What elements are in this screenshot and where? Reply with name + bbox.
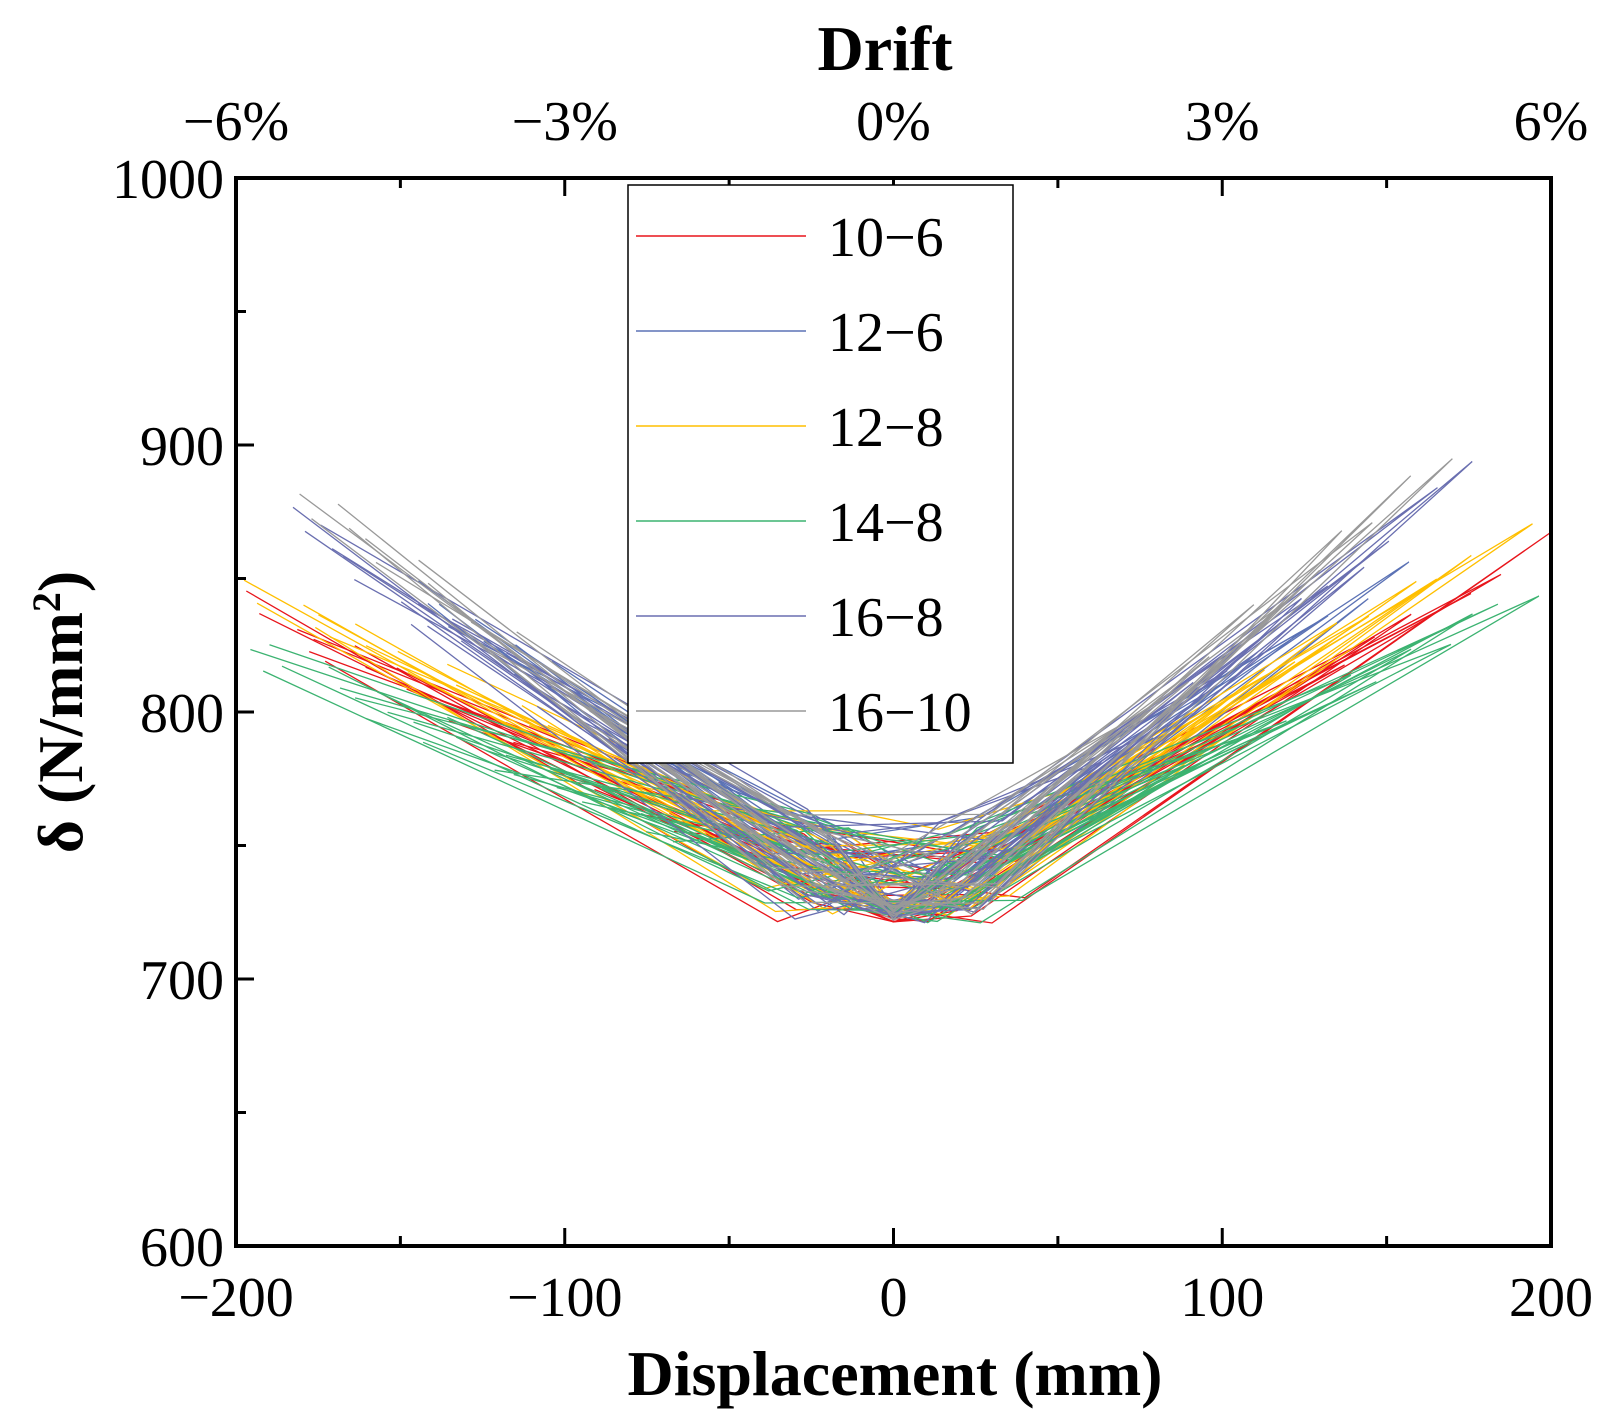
series-line — [589, 681, 1189, 911]
y-axis-title-sup: 2 — [24, 592, 69, 612]
series-line — [418, 530, 1343, 910]
top-tick-label: −3% — [512, 91, 618, 153]
legend-label: 12−8 — [828, 397, 944, 459]
y-tick-label: 600 — [140, 1217, 224, 1279]
y-tick-label: 900 — [140, 416, 224, 478]
legend-label: 16−8 — [828, 587, 944, 649]
legend-label: 16−10 — [828, 682, 972, 744]
series-line — [365, 522, 1373, 921]
x-tick-label: 100 — [1180, 1267, 1264, 1329]
tick-labels: −200 −100 0 100 200 600 700 800 900 1000−6% −3% 0% 3… — [112, 91, 1593, 1329]
x-tick-label: 200 — [1509, 1267, 1593, 1329]
x-tick-label: −100 — [507, 1267, 623, 1329]
legend-items: 10−6 12−6 12−8 14−8 16−8 16−10 — [636, 207, 972, 744]
series-line — [544, 656, 1210, 918]
legend-label: 12−6 — [828, 302, 944, 364]
plot-lines — [243, 458, 1551, 924]
legend: 10−6 12−6 12−8 14−8 16−8 16−10 — [627, 184, 1014, 764]
series-line — [337, 475, 1412, 907]
series-line — [413, 681, 1377, 907]
legend-box — [627, 184, 1014, 764]
y-tick-label: 700 — [140, 950, 224, 1012]
top-axis-title: Drift — [817, 13, 953, 84]
y-tick-label: 1000 — [112, 149, 224, 211]
y-axis-title-main: δ (N/mm — [25, 612, 96, 853]
x-tick-label: −200 — [178, 1267, 294, 1329]
series-line — [470, 601, 1286, 915]
y-axis-title: δ (N/mm2) — [24, 571, 96, 853]
x-axis-title: Displacement (mm) — [628, 1338, 1163, 1409]
legend-label: 14−8 — [828, 492, 944, 554]
top-tick-label: 3% — [1185, 91, 1260, 153]
series-line — [400, 566, 1365, 920]
x-tick-label: 0 — [880, 1267, 908, 1329]
y-axis-title-close: ) — [25, 571, 96, 592]
series-line — [299, 458, 1453, 909]
ticks — [234, 176, 1553, 1248]
y-tick-label: 800 — [140, 683, 224, 745]
series-line — [269, 603, 1499, 913]
top-tick-label: −6% — [183, 91, 289, 153]
series-line — [342, 540, 1390, 907]
top-tick-label: 0% — [856, 91, 931, 153]
legend-label: 10−6 — [828, 207, 944, 269]
series-line — [292, 461, 1473, 917]
top-tick-label: 6% — [1514, 91, 1589, 153]
